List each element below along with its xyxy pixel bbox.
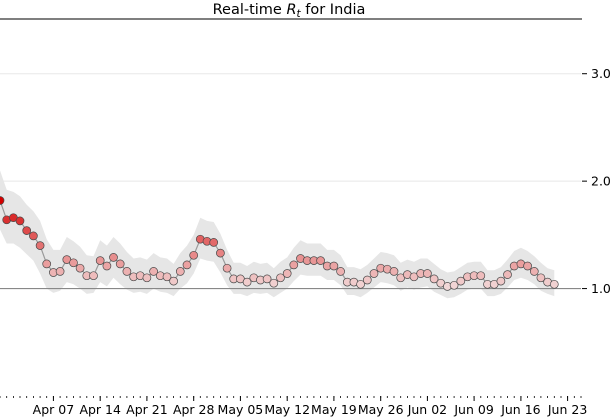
- chart-title-variable: R: [286, 2, 296, 18]
- data-point: [362, 275, 372, 285]
- points-layer: [0, 196, 559, 291]
- x-tick-label: Apr 28: [173, 402, 215, 417]
- data-point: [536, 273, 546, 283]
- data-point: [89, 271, 98, 281]
- chart-title-suffix: for India: [301, 2, 366, 18]
- data-point: [55, 267, 65, 276]
- data-point: [356, 279, 365, 289]
- data-point: [336, 267, 345, 276]
- x-axis: Apr 07 Apr 14 Apr 21 Apr 28 May 05 May 12 May …: [0, 396, 587, 417]
- grid-layer: [0, 73, 581, 182]
- data-point: [69, 258, 78, 268]
- x-tick-label: Apr 07: [33, 402, 75, 417]
- x-tick-label: Jun 16: [500, 402, 540, 417]
- data-point: [15, 216, 25, 226]
- data-point: [182, 260, 192, 270]
- data-point: [316, 256, 325, 265]
- data-point: [242, 277, 252, 287]
- data-point: [209, 238, 219, 247]
- data-point: [276, 273, 285, 283]
- data-point: [75, 263, 85, 273]
- data-point: [102, 261, 112, 271]
- data-point: [369, 269, 379, 278]
- x-tick-label: Apr 14: [79, 402, 121, 417]
- y-tick-label: 3.0: [591, 66, 610, 81]
- data-point: [389, 267, 399, 276]
- x-tick-label: Jun 09: [453, 402, 493, 417]
- data-point: [222, 263, 232, 273]
- confidence-band: [0, 170, 555, 299]
- data-point: [95, 256, 105, 265]
- x-tick-label: Apr 21: [126, 402, 168, 417]
- data-point: [142, 273, 152, 283]
- data-point: [262, 274, 272, 284]
- chart-title-prefix: Real-time: [213, 2, 287, 18]
- x-tick-label: Jun 02: [407, 402, 447, 417]
- data-point: [162, 272, 172, 282]
- data-point: [175, 267, 185, 276]
- data-point: [549, 279, 559, 289]
- y-tick-label: 1.0: [591, 281, 610, 296]
- data-point: [109, 253, 118, 262]
- data-point: [449, 280, 459, 290]
- data-point: [523, 261, 532, 271]
- chart-title-subscript: t: [297, 8, 302, 20]
- x-tick-label: May 26: [358, 402, 404, 417]
- data-point: [122, 267, 132, 276]
- data-point: [282, 269, 292, 278]
- data-point: [423, 269, 432, 278]
- data-point: [476, 271, 486, 281]
- data-point: [456, 276, 466, 286]
- x-tick-label: May 19: [311, 402, 357, 417]
- data-point: [503, 270, 512, 279]
- data-point: [0, 196, 5, 205]
- x-tick-label: May 12: [264, 402, 310, 417]
- data-point: [149, 267, 158, 276]
- y-axis: 1.0 2.0 3.0: [582, 66, 610, 296]
- data-point: [329, 261, 339, 271]
- data-point: [22, 226, 32, 235]
- x-tick-label: Jun 23: [547, 402, 587, 417]
- data-point: [529, 267, 539, 276]
- data-point: [42, 259, 52, 269]
- data-point: [35, 241, 45, 250]
- data-point: [29, 231, 38, 241]
- data-point: [169, 276, 178, 286]
- data-point: [216, 248, 225, 258]
- data-point: [269, 278, 279, 288]
- data-point: [429, 274, 439, 284]
- data-point: [289, 260, 299, 270]
- y-tick-label: 2.0: [591, 174, 610, 189]
- data-point: [115, 259, 125, 269]
- data-point: [189, 250, 199, 260]
- x-tick-label: May 05: [218, 402, 264, 417]
- chart-title: Real-time Rt for India: [213, 2, 366, 20]
- data-point: [496, 276, 506, 286]
